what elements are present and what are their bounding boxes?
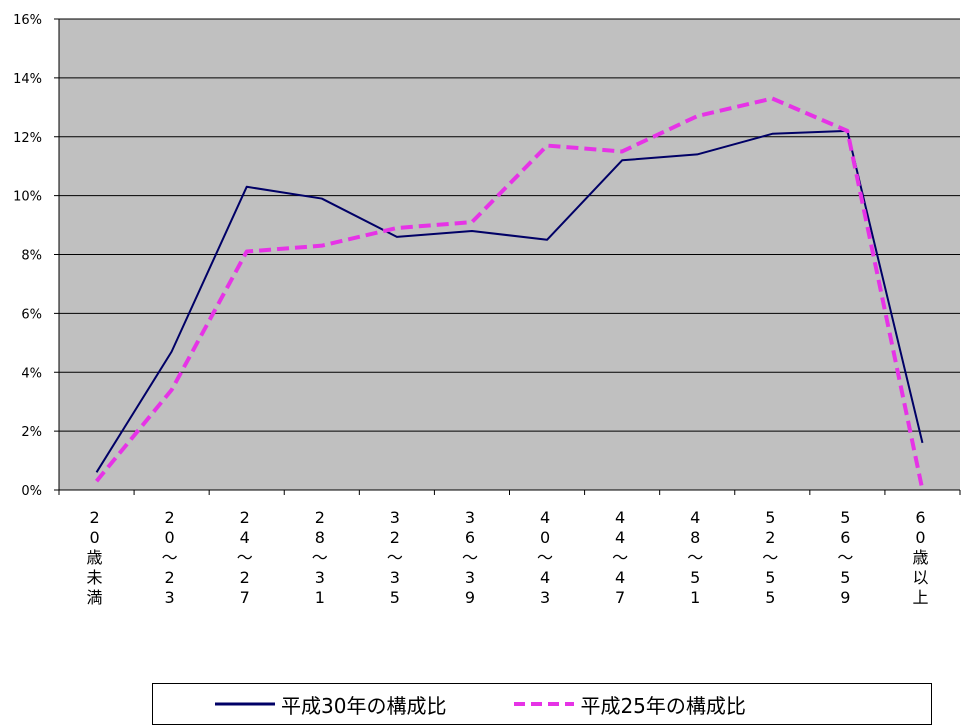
y-tick-label: 2% [21,425,42,440]
x-tick-label: 〜 [762,548,778,567]
y-tick-label: 8% [21,249,42,264]
x-tick-label: 0 [89,528,99,547]
x-tick-label: 4 [540,568,550,587]
x-tick-label: 4 [690,508,700,527]
x-tick-label: 満 [87,588,103,607]
x-tick-label: 〜 [462,548,478,567]
x-tick-label: 上 [912,588,928,607]
x-tick-label: 〜 [162,548,178,567]
x-tick-label: 以 [912,568,928,587]
x-tick-label: 〜 [612,548,628,567]
legend-label-2013: 平成25年の構成比 [580,693,746,718]
x-tick-label: 2 [315,508,325,527]
x-tick-label: 6 [465,528,475,547]
x-tick-label: 3 [390,508,400,527]
x-tick-label: 4 [240,528,250,547]
x-tick-label: 6 [915,508,925,527]
x-tick-label: 〜 [387,548,403,567]
x-tick-label: 0 [540,528,550,547]
x-tick-label: 6 [840,528,850,547]
x-tick-label: 5 [765,568,775,587]
y-tick-label: 12% [13,131,42,146]
x-tick-label: 1 [315,588,325,607]
x-tick-label: 2 [240,568,250,587]
x-tick-label: 9 [840,588,850,607]
x-tick-label: 0 [165,528,175,547]
x-tick-label: 〜 [537,548,553,567]
x-tick-label: 4 [540,508,550,527]
legend-label-2018: 平成30年の構成比 [281,693,447,718]
x-tick-label: 9 [465,588,475,607]
x-tick-label: 3 [390,568,400,587]
line-chart: 0%2%4%6%8%10%12%14%16%20歳未満20〜2324〜2728〜… [13,13,961,607]
series-line-0 [95,129,924,473]
x-tick-label: 〜 [837,548,853,567]
x-tick-label: 1 [690,588,700,607]
x-tick-label: 2 [165,568,175,587]
x-tick-label: 4 [615,568,625,587]
x-tick-label: 5 [840,508,850,527]
x-tick-label: 歳 [87,548,103,567]
x-tick-label: 3 [165,588,175,607]
x-tick-label: 歳 [912,548,928,567]
x-tick-label: 2 [240,508,250,527]
x-tick-label: 5 [765,508,775,527]
legend-item-2018: 平成30年の構成比 [215,690,446,719]
x-tick-label: 4 [615,508,625,527]
x-tick-label: 4 [615,528,625,547]
legend-swatch-2018 [215,702,275,706]
x-tick-label: 未 [87,568,103,587]
x-tick-label: 2 [89,508,99,527]
y-tick-label: 10% [13,190,42,205]
x-tick-label: 3 [540,588,550,607]
x-tick-label: 2 [165,508,175,527]
x-tick-label: 〜 [687,548,703,567]
x-tick-label: 7 [240,588,250,607]
legend-swatch-2013 [514,702,575,706]
x-tick-label: 5 [840,568,850,587]
y-tick-label: 14% [13,72,42,87]
legend-item-2013: 平成25年の構成比 [514,690,746,719]
x-tick-label: 8 [690,528,700,547]
x-tick-label: 7 [615,588,625,607]
y-tick-label: 4% [21,366,42,381]
y-tick-label: 16% [13,13,42,28]
legend: 平成30年の構成比 平成25年の構成比 [152,683,932,725]
x-tick-label: 5 [390,588,400,607]
x-tick-label: 〜 [312,548,328,567]
x-tick-label: 2 [765,528,775,547]
x-tick-label: 3 [315,568,325,587]
x-tick-label: 2 [390,528,400,547]
y-tick-label: 6% [21,307,42,322]
x-tick-label: 5 [690,568,700,587]
x-tick-label: 3 [465,508,475,527]
x-tick-label: 8 [315,528,325,547]
y-tick-label: 0% [21,484,42,499]
x-tick-label: 3 [465,568,475,587]
x-tick-label: 5 [765,588,775,607]
x-tick-label: 〜 [237,548,253,567]
x-tick-label: 0 [915,528,925,547]
